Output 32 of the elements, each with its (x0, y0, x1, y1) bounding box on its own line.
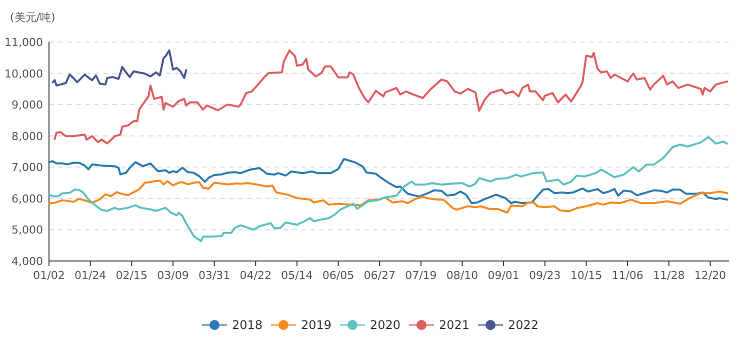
x-tick-label: 02/15 (116, 269, 148, 282)
x-tick-label: 11/28 (653, 269, 685, 282)
legend-label: 2018 (232, 318, 263, 332)
x-tick-label: 05/14 (281, 269, 313, 282)
x-tick-label: 12/20 (694, 269, 726, 282)
y-tick-label: 9,000 (12, 98, 43, 112)
x-tick-label: 03/31 (198, 269, 230, 282)
legend-label: 2022 (508, 318, 539, 332)
x-tick-label: 01/02 (33, 269, 65, 282)
y-tick-label: 10,000 (4, 67, 43, 80)
line-series (52, 49, 188, 86)
x-tick-label: 07/19 (405, 269, 437, 282)
y-tick-label: 6,000 (12, 192, 43, 206)
y-tick-label: 8,000 (12, 130, 43, 143)
x-tick-label: 09/01 (488, 269, 520, 282)
legend-label: 2021 (439, 318, 470, 332)
legend-label: 2020 (370, 318, 401, 332)
x-tick-label: 11/06 (612, 269, 644, 282)
y-axis-title: (美元/吨) (10, 11, 56, 24)
x-tick-label: 09/23 (529, 269, 561, 282)
legend-label: 2019 (301, 318, 332, 332)
y-tick-label: 5,000 (12, 224, 43, 237)
x-tick-label: 06/27 (364, 269, 396, 282)
x-tick-label: 01/24 (74, 269, 106, 282)
x-tick-label: 06/05 (322, 269, 354, 282)
y-tick-label: 7,000 (12, 161, 43, 174)
x-tick-label: 10/15 (570, 269, 602, 282)
x-tick-label: 08/10 (446, 269, 478, 282)
x-tick-label: 03/09 (157, 269, 189, 282)
y-tick-label: 4,000 (12, 255, 43, 268)
x-tick-label: 04/22 (240, 269, 272, 282)
y-tick-label: 11,000 (4, 36, 43, 49)
